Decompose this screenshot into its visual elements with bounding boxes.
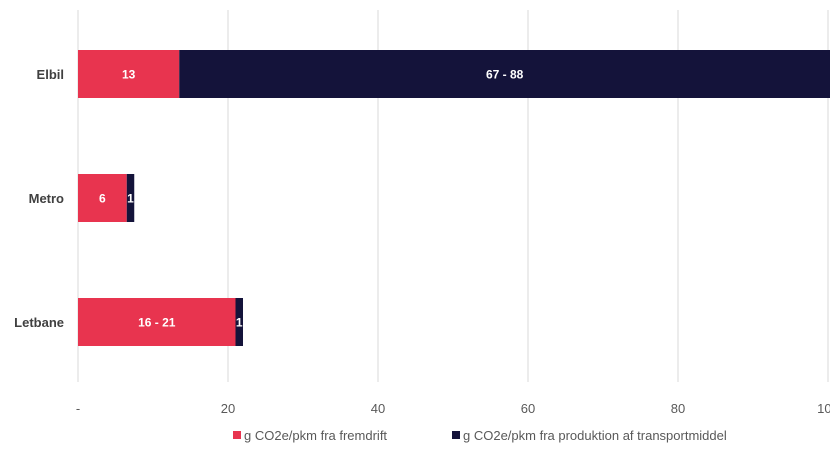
- bar-segment: [78, 50, 180, 98]
- legend-label: g CO2e/pkm fra fremdrift: [244, 428, 387, 443]
- data-label: 16 - 21: [138, 316, 176, 330]
- x-tick-label: 80: [671, 401, 685, 416]
- legend-swatch: [233, 431, 241, 439]
- bar-segment: [126, 174, 135, 222]
- bar-segment: [78, 298, 236, 346]
- category-label: Metro: [29, 191, 64, 206]
- category-label: Elbil: [37, 67, 64, 82]
- x-tick-label: 20: [221, 401, 235, 416]
- legend-label: g CO2e/pkm fra produktion af transportmi…: [463, 428, 727, 443]
- bar-segment: [235, 298, 243, 346]
- bars: [78, 50, 830, 346]
- x-tick-label: 40: [371, 401, 385, 416]
- data-label: 1: [127, 192, 134, 206]
- category-label: Letbane: [14, 315, 64, 330]
- legend-swatch: [452, 431, 460, 439]
- legend: g CO2e/pkm fra fremdrift g CO2e/pkm fra p…: [233, 428, 727, 443]
- category-labels: Elbil Metro Letbane: [14, 67, 64, 330]
- data-label: 67 - 88: [486, 68, 524, 82]
- data-label: 13: [122, 68, 136, 82]
- x-axis-tick-labels: - 20 40 60 80 100: [76, 401, 830, 416]
- bar-segment: [78, 174, 127, 222]
- data-label: 6: [99, 192, 106, 206]
- x-tick-label: 100: [817, 401, 830, 416]
- data-label: 1: [236, 316, 243, 330]
- bar-segment: [179, 50, 830, 98]
- x-tick-label: -: [76, 401, 80, 416]
- x-tick-label: 60: [521, 401, 535, 416]
- data-labels: 13 67 - 88 6 1 16 - 21 1: [99, 68, 524, 330]
